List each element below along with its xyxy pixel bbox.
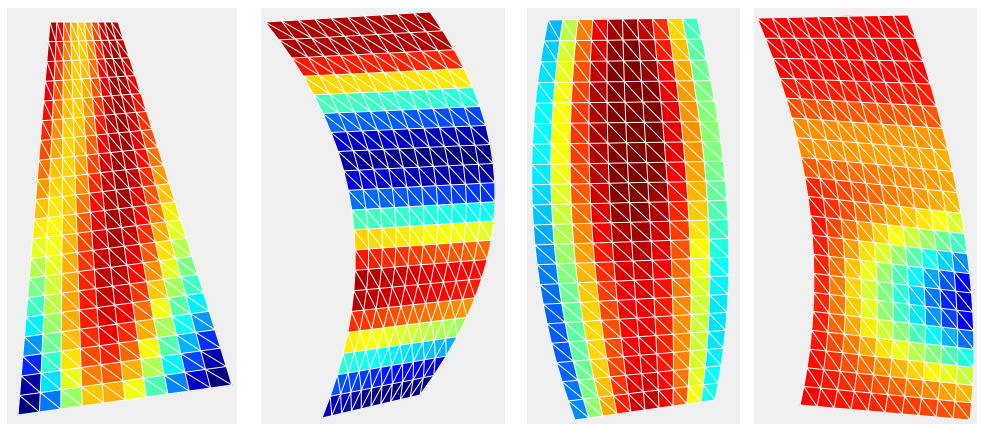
mesh-diagonal: [351, 392, 352, 411]
page: (() => { const data = JSON.parse(documen…: [0, 0, 982, 424]
mesh-view: [0, 0, 982, 424]
mesh-diagonal: [371, 388, 372, 407]
mesh-diagonal: [392, 365, 393, 383]
mesh: [532, 18, 729, 420]
